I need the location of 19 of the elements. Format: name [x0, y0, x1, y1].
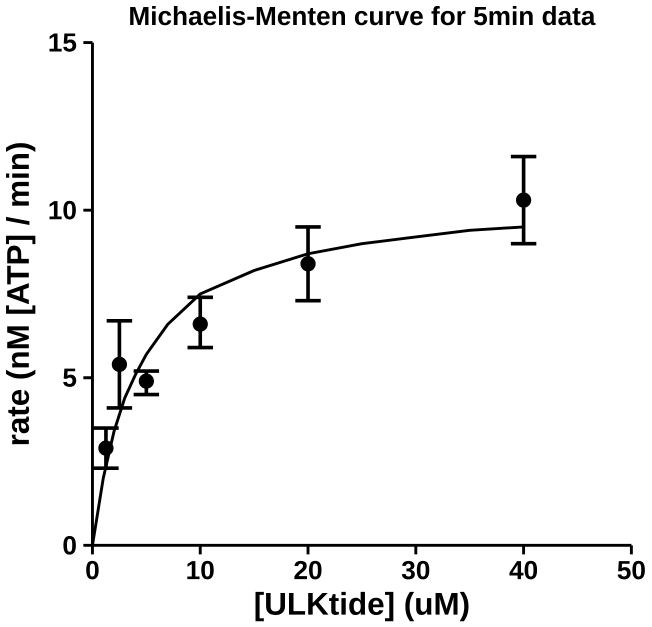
x-tick-label: 50: [618, 560, 645, 580]
x-tick-label: 0: [86, 560, 99, 580]
y-tick-label: 10: [49, 200, 76, 220]
x-tick-label: 30: [402, 560, 430, 580]
x-tick-label: 40: [509, 560, 538, 580]
point: [112, 356, 128, 372]
x-tick-label: 10: [187, 560, 214, 580]
point: [98, 440, 114, 456]
y-tick-label: 5: [63, 368, 76, 387]
chart-title: Michaelis-Menten curve for 5min data: [130, 6, 596, 26]
x-tick-label: 20: [294, 560, 322, 580]
point: [300, 256, 316, 272]
point: [516, 192, 532, 208]
y-axis-title: rate (nM [ATP] / min): [6, 143, 36, 444]
point: [192, 316, 208, 332]
x-axis-title: [ULKtide] (uM): [256, 592, 469, 622]
y-tick-label: 15: [49, 33, 76, 52]
y-tick-label: 0: [63, 536, 76, 554]
point: [138, 373, 154, 389]
